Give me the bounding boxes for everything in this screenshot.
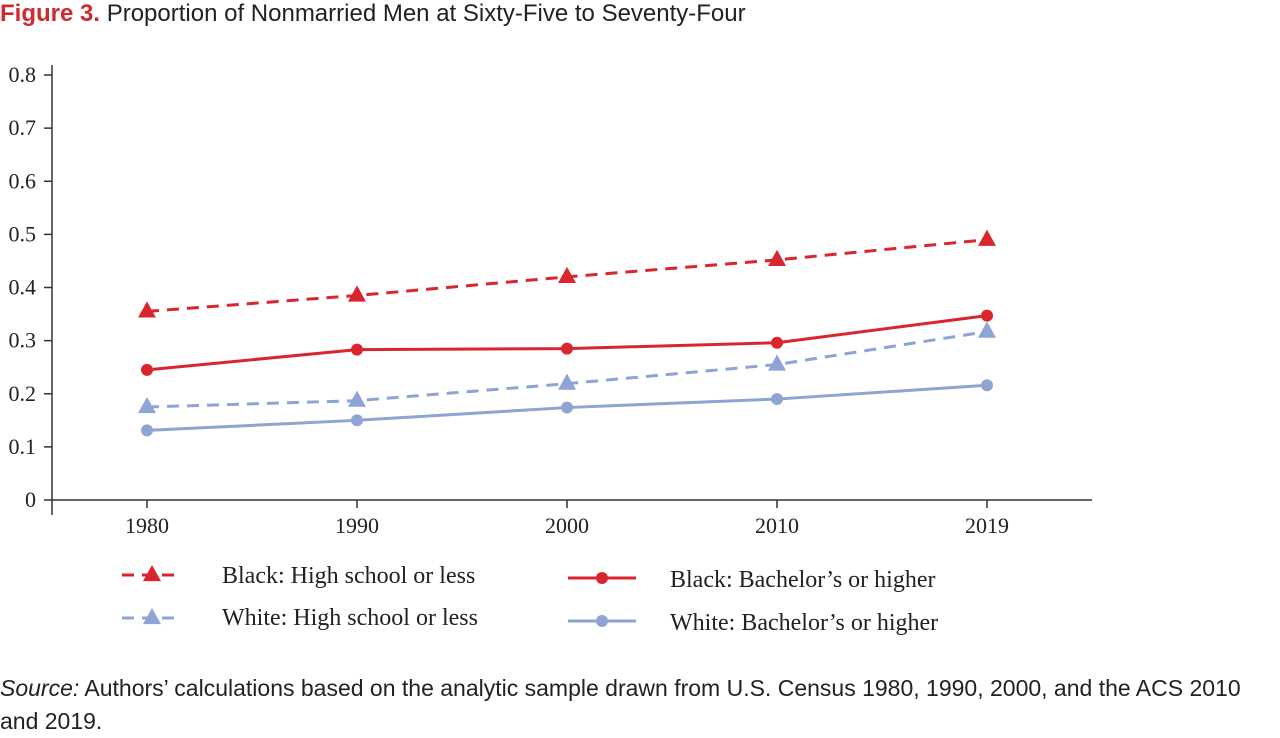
y-tick-label: 0 <box>25 487 36 512</box>
y-tick-label: 0.1 <box>9 434 37 459</box>
legend-marker-triangle <box>143 607 161 625</box>
x-tick-label: 1990 <box>335 513 379 538</box>
source-text: Authors’ calculations based on the analy… <box>0 675 1241 734</box>
y-tick-label: 0.8 <box>9 62 37 87</box>
data-point-circle <box>561 342 573 355</box>
legend-marker-circle <box>596 572 608 584</box>
data-point-circle <box>141 424 153 437</box>
x-tick-label: 2019 <box>965 513 1009 538</box>
legend-label: Black: High school or less <box>222 563 475 589</box>
data-point-triangle <box>558 373 576 390</box>
data-point-circle <box>351 343 363 356</box>
line-chart: 0 0.1 0.2 0.3 0.4 0.5 0.6 0.7 0.8 1980 1990 2000 201… <box>9 62 1092 636</box>
source-label: Source: <box>0 675 80 701</box>
legend-item-0: Black: High school or less <box>122 563 475 589</box>
x-tick-label: 1980 <box>125 513 169 538</box>
source-note: Source: Authors’ calculations based on t… <box>0 672 1280 738</box>
data-point-triangle <box>348 285 366 302</box>
legend-item-3: White: Bachelor’s or higher <box>568 610 938 636</box>
data-point-triangle <box>138 301 156 318</box>
figure-title: Figure 3. Proportion of Nonmarried Men a… <box>0 0 746 30</box>
series-2 <box>138 321 996 414</box>
legend-label: White: High school or less <box>222 605 478 631</box>
legend-label: White: Bachelor’s or higher <box>670 610 938 636</box>
data-point-triangle <box>768 249 786 267</box>
x-tick-label: 2000 <box>545 513 589 538</box>
data-point-triangle <box>348 390 366 407</box>
legend-item-2: White: High school or less <box>122 605 478 631</box>
chart-series <box>138 229 996 437</box>
y-tick-label: 0.2 <box>9 381 37 406</box>
chart-legend: Black: High school or less Black: Bachelo… <box>122 563 938 636</box>
data-point-circle <box>771 336 783 349</box>
legend-marker-circle <box>596 615 608 627</box>
data-point-circle <box>771 393 783 406</box>
data-point-triangle <box>558 266 576 284</box>
figure-label: Figure 3. <box>0 0 101 27</box>
series-3 <box>141 379 993 437</box>
data-point-circle <box>351 414 363 427</box>
series-0 <box>138 229 996 318</box>
y-tick-label: 0.4 <box>9 275 37 300</box>
figure-title-text: Proportion of Nonmarried Men at Sixty-Fi… <box>106 0 746 27</box>
data-point-triangle <box>138 396 156 414</box>
data-point-triangle <box>768 354 786 371</box>
data-point-circle <box>561 401 573 414</box>
chart-axes: 0 0.1 0.2 0.3 0.4 0.5 0.6 0.7 0.8 1980 1990 2000 201… <box>9 62 1092 538</box>
data-point-triangle <box>978 229 996 246</box>
data-point-circle <box>141 363 153 376</box>
series-1 <box>141 309 993 376</box>
legend-marker-triangle <box>143 564 161 582</box>
data-point-circle <box>981 309 993 322</box>
y-tick-label: 0.3 <box>9 328 37 353</box>
x-tick-label: 2010 <box>755 513 799 538</box>
data-point-triangle <box>978 321 996 338</box>
legend-label: Black: Bachelor’s or higher <box>670 567 935 593</box>
legend-item-1: Black: Bachelor’s or higher <box>568 567 935 593</box>
data-point-circle <box>981 379 993 392</box>
y-tick-label: 0.7 <box>9 115 37 140</box>
y-tick-label: 0.6 <box>9 168 37 193</box>
y-tick-label: 0.5 <box>9 221 37 246</box>
